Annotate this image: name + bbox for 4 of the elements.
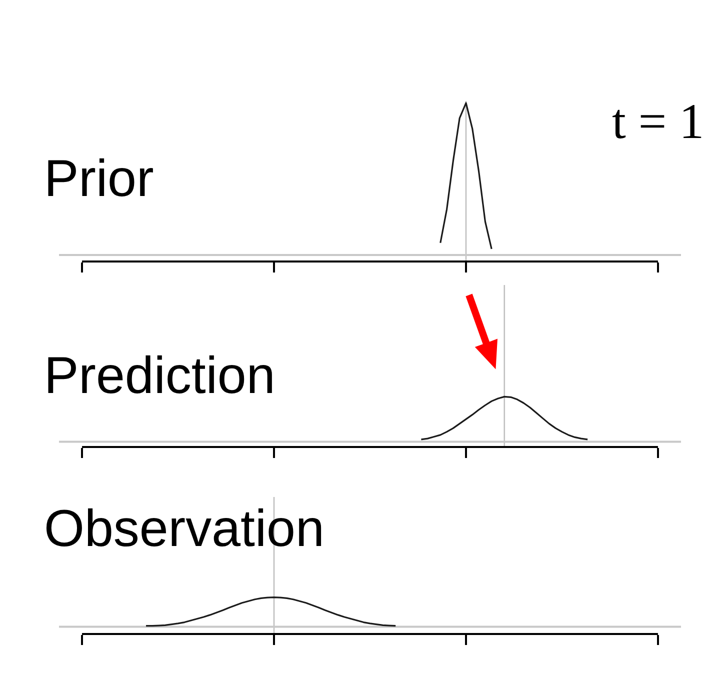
chart-title: Observation [44,500,324,558]
text: Prior [44,150,154,208]
annotation: t = 1 [612,93,704,149]
chart-title: Prediction [44,347,276,405]
